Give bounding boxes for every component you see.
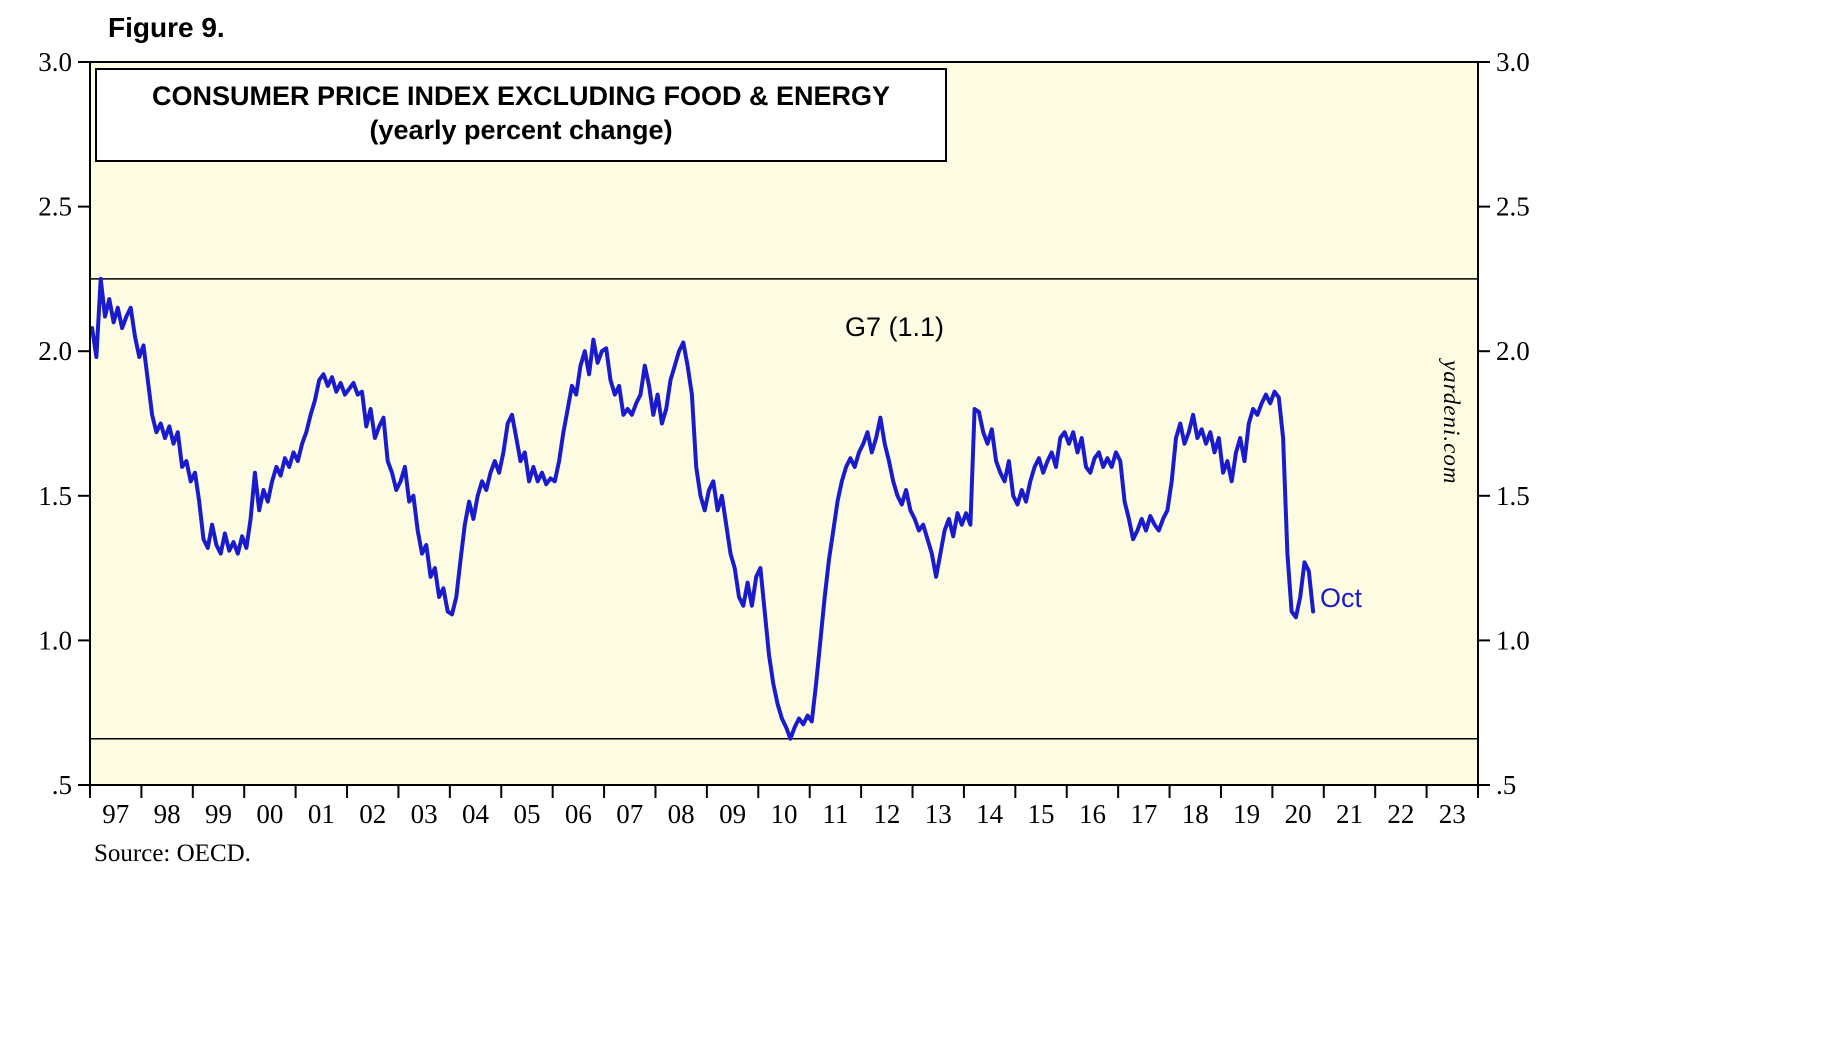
x-axis-label: 00 <box>256 799 283 829</box>
x-axis-label: 99 <box>205 799 232 829</box>
x-axis-label: 08 <box>668 799 695 829</box>
y-axis-label-left: 2.5 <box>38 192 72 222</box>
y-axis-label-right: 1.0 <box>1496 625 1530 655</box>
x-axis-label: 23 <box>1439 799 1466 829</box>
y-axis-label-right: 2.0 <box>1496 336 1530 366</box>
x-axis-label: 13 <box>925 799 952 829</box>
x-axis-label: 02 <box>359 799 386 829</box>
plot-background <box>90 62 1478 785</box>
x-axis-label: 18 <box>1182 799 1209 829</box>
x-axis-label: 12 <box>873 799 900 829</box>
y-axis-label-left: 2.0 <box>38 336 72 366</box>
x-axis-label: 97 <box>102 799 129 829</box>
x-axis-label: 22 <box>1387 799 1414 829</box>
x-axis-label: 17 <box>1130 799 1157 829</box>
x-axis-label: 03 <box>411 799 438 829</box>
x-axis-label: 01 <box>308 799 335 829</box>
x-axis-label: 14 <box>976 799 1004 829</box>
x-axis-label: 05 <box>513 799 540 829</box>
chart-title: CONSUMER PRICE INDEX EXCLUDING FOOD & EN… <box>151 81 891 111</box>
x-axis-label: 15 <box>1028 799 1055 829</box>
y-axis-label-left: 1.5 <box>38 481 72 511</box>
y-axis-label-right: 1.5 <box>1496 481 1530 511</box>
watermark-yardeni: yardeni.com <box>1439 360 1464 485</box>
y-axis-label-right: 2.5 <box>1496 192 1530 222</box>
chart-title-box: CONSUMER PRICE INDEX EXCLUDING FOOD & EN… <box>95 68 947 162</box>
y-axis-label-left: .5 <box>52 770 72 800</box>
x-axis-label: 04 <box>462 799 490 829</box>
x-axis-label: 10 <box>771 799 798 829</box>
x-axis-label: 09 <box>719 799 746 829</box>
y-axis-label-left: 3.0 <box>38 47 72 77</box>
x-axis-label: 98 <box>154 799 181 829</box>
figure-label: Figure 9. <box>108 12 225 43</box>
plot-border <box>89 61 1479 786</box>
x-axis-label: 16 <box>1079 799 1106 829</box>
g7-series-line <box>90 276 1316 741</box>
source-label: Source: OECD. <box>94 840 251 867</box>
x-axis-label: 20 <box>1285 799 1312 829</box>
y-axis-label-right: .5 <box>1496 770 1516 800</box>
chart-subtitle: (yearly percent change) <box>369 114 673 145</box>
y-axis-label-right: 3.0 <box>1496 47 1530 77</box>
x-axis-label: 06 <box>565 799 592 829</box>
x-axis-label: 21 <box>1336 799 1363 829</box>
x-axis-label: 07 <box>616 799 643 829</box>
y-axis-label-left: 1.0 <box>38 625 72 655</box>
x-axis-label: 11 <box>822 799 848 829</box>
series-annotation-g7: G7 (1.1) <box>845 312 945 342</box>
last-point-annotation-oct: Oct <box>1320 583 1363 613</box>
x-axis-label: 19 <box>1233 799 1260 829</box>
